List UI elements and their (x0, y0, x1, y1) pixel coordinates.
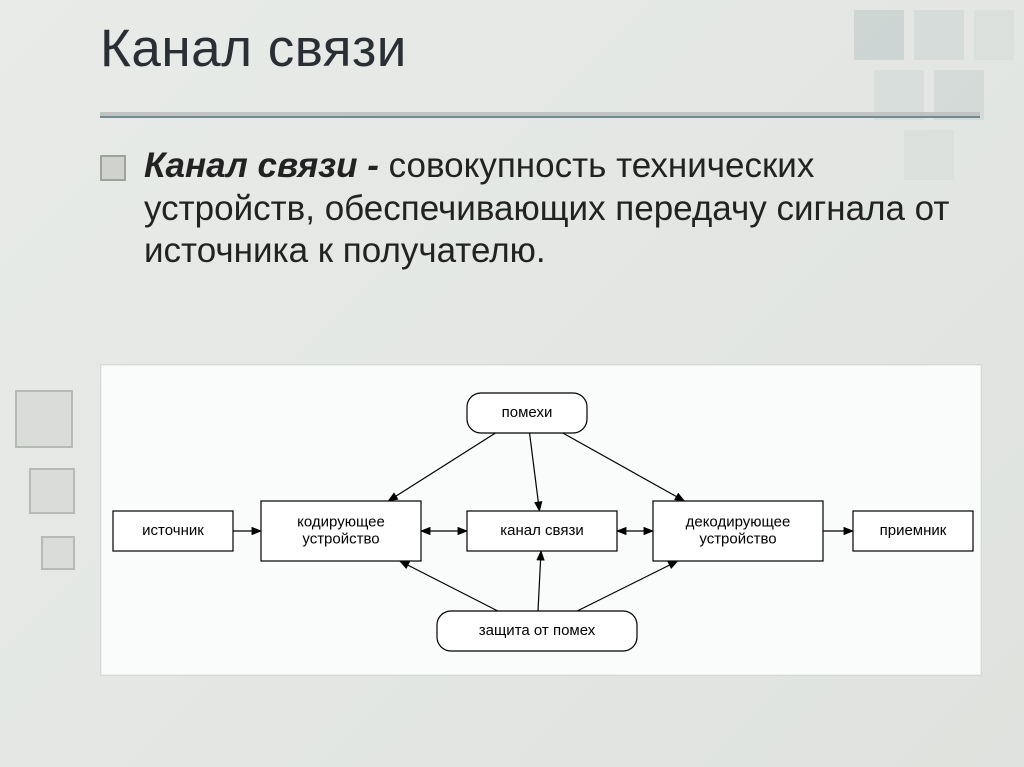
node-label-decoder: декодирующее (686, 513, 791, 530)
diagram-panel: помехиисточниккодирующееустройствоканал … (100, 364, 982, 676)
node-label-receiver: приемник (880, 522, 947, 539)
definition-term: Канал связи - (144, 146, 389, 185)
bullet-item: Канал связи - совокупность технических у… (100, 145, 980, 273)
bullet-square-icon (100, 155, 126, 181)
node-label-protect: защита от помех (479, 622, 596, 639)
slide-title: Канал связи (100, 18, 980, 79)
edge-noise-channel (530, 433, 540, 511)
body-area: Канал связи - совокупность технических у… (100, 145, 980, 273)
decor-square-icon (41, 536, 75, 570)
node-label-source: источник (142, 522, 204, 539)
node-label-encoder: устройство (302, 531, 379, 548)
edge-protect-decoder (577, 561, 678, 611)
decor-square-icon (29, 468, 75, 514)
flowchart-diagram: помехиисточниккодирующееустройствоканал … (101, 365, 981, 675)
edge-noise-decoder (563, 433, 685, 501)
node-label-channel: канал связи (500, 522, 583, 539)
definition-paragraph: Канал связи - совокупность технических у… (144, 145, 980, 273)
edge-protect-encoder (400, 561, 498, 611)
title-underline (100, 112, 980, 118)
edge-protect-channel (538, 551, 541, 611)
node-label-decoder: устройство (699, 531, 776, 548)
node-label-noise: помехи (502, 404, 553, 421)
decor-square-icon (15, 390, 73, 448)
slide: Канал связи Канал связи - совокупность т… (0, 0, 1024, 767)
edge-noise-encoder (388, 433, 495, 501)
node-label-encoder: кодирующее (297, 513, 385, 530)
title-area: Канал связи (100, 18, 980, 118)
